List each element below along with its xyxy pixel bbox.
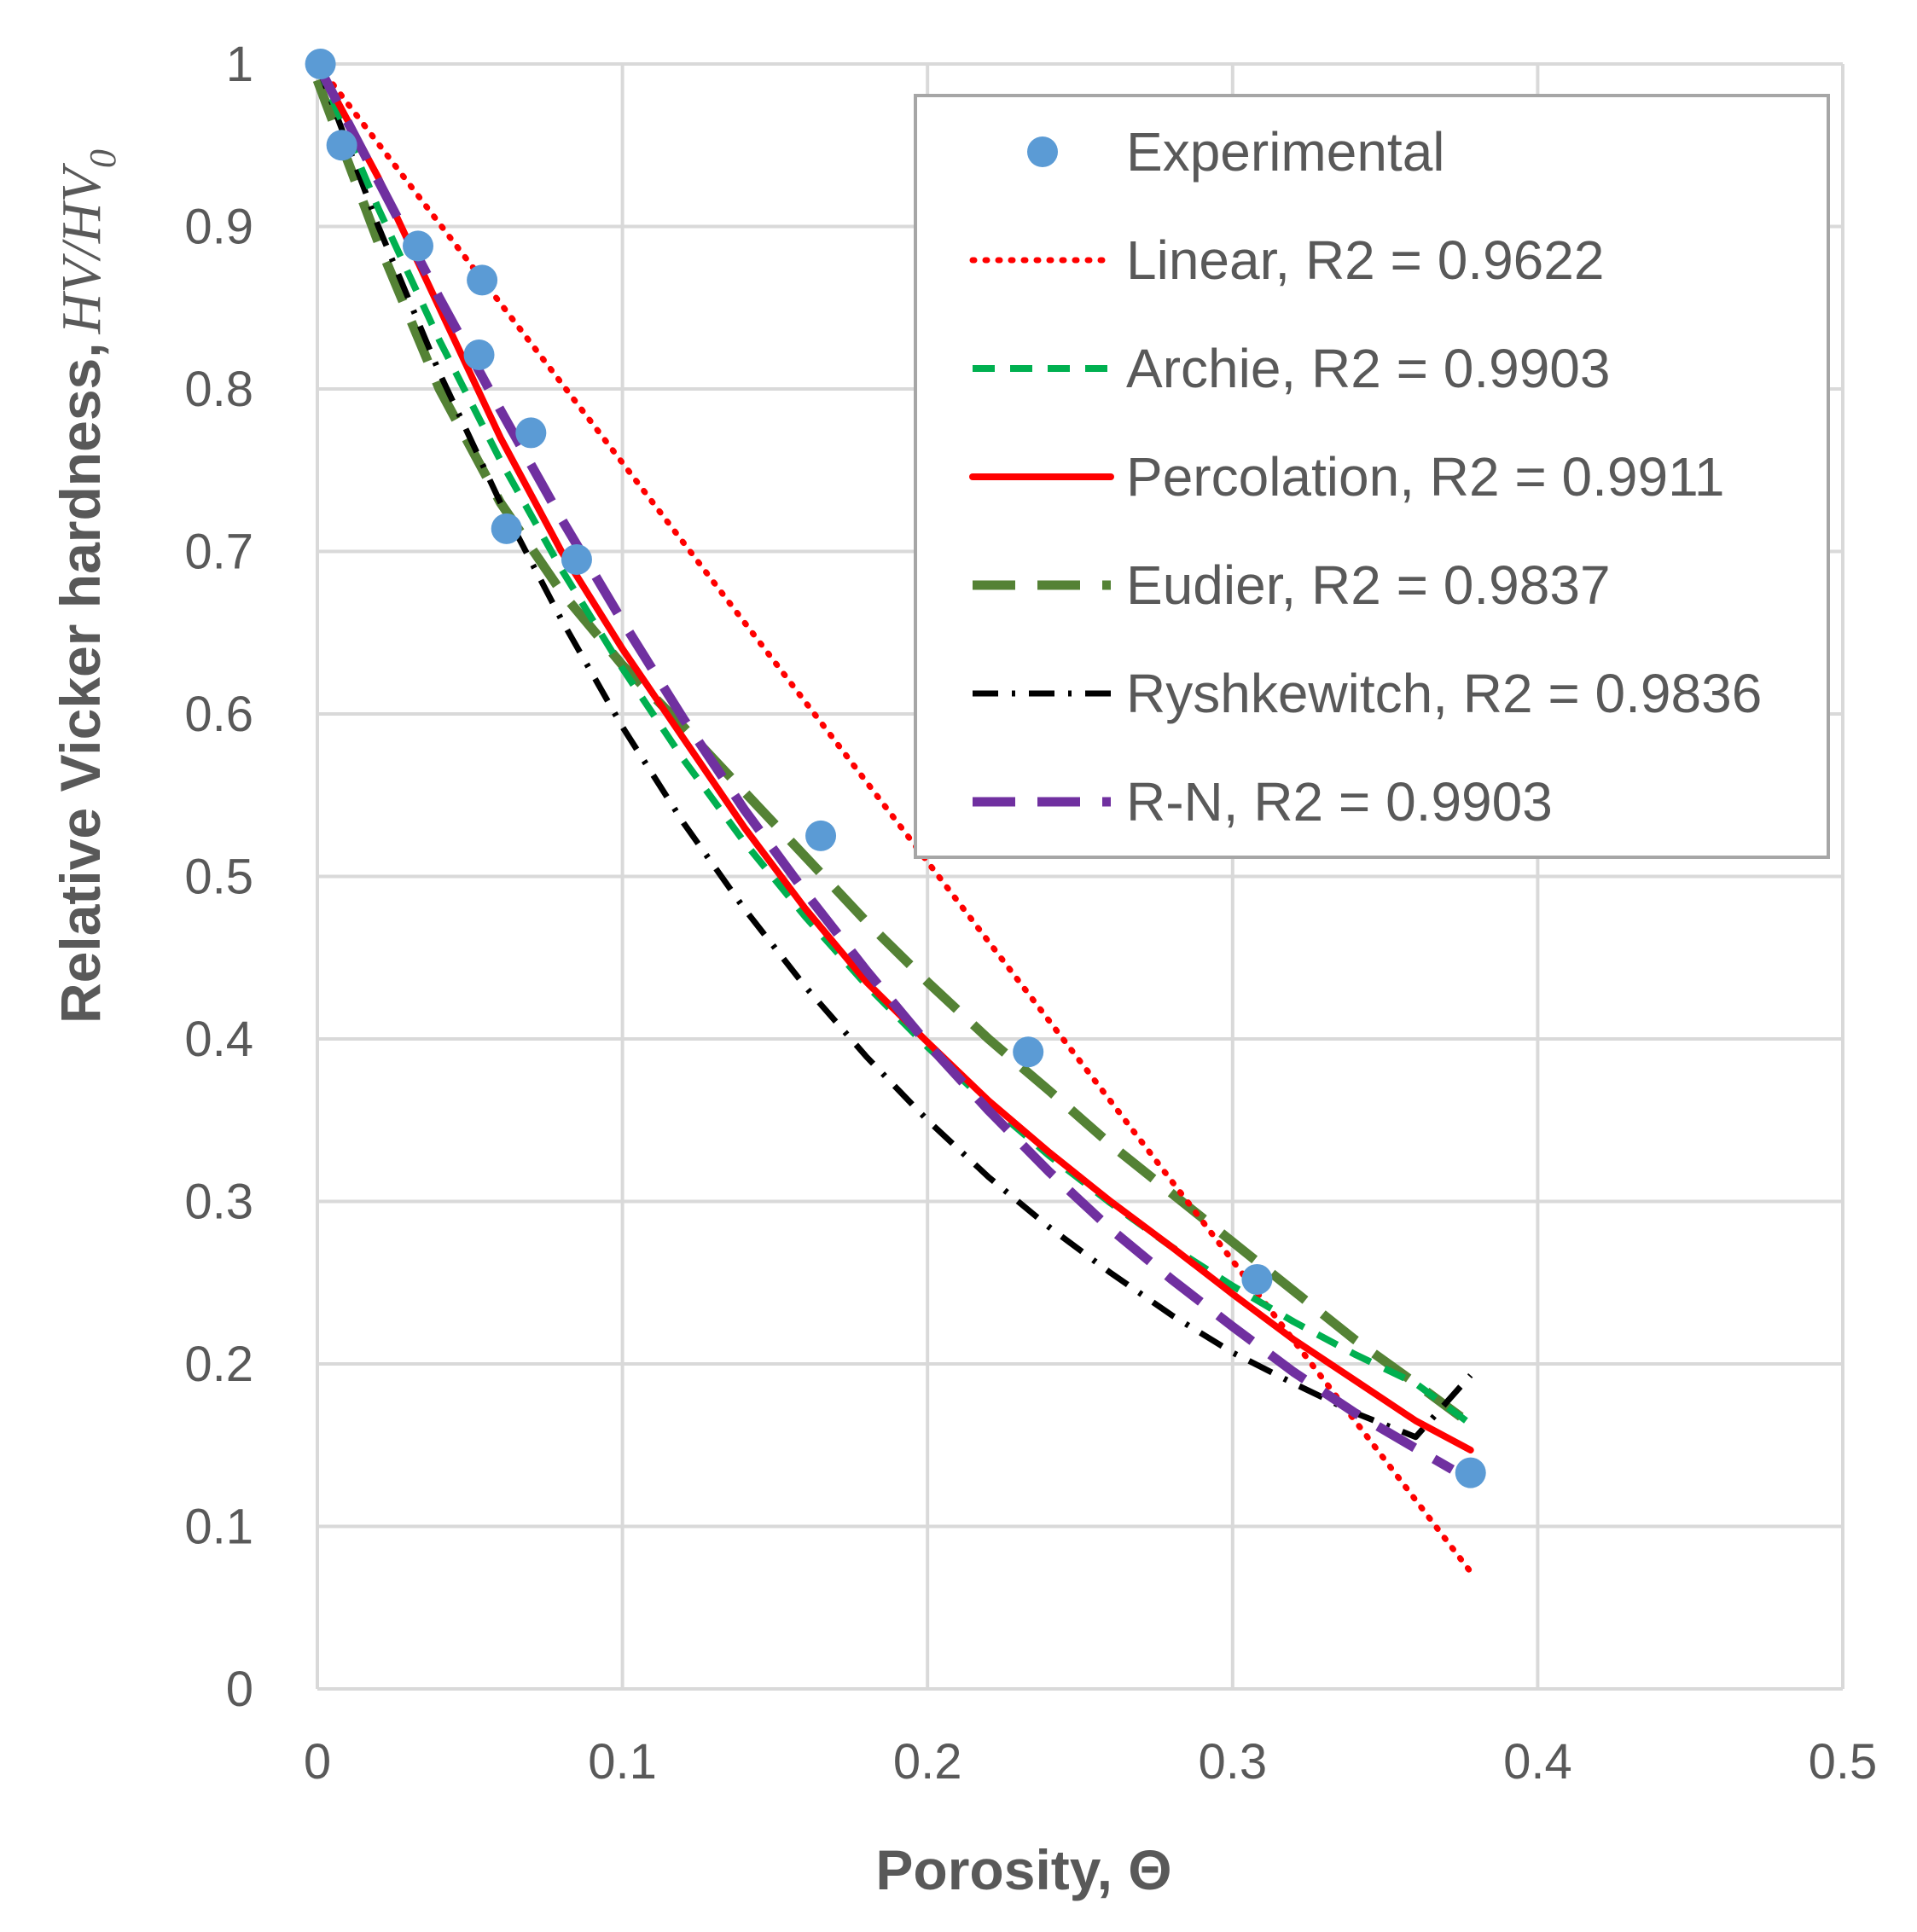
y-axis-title-math: HV/HV bbox=[50, 162, 113, 334]
data-point-experimental bbox=[326, 130, 357, 161]
y-tick-label: 0.1 bbox=[184, 1500, 253, 1555]
data-point-experimental bbox=[1013, 1036, 1044, 1068]
y-axis-title: Relative Vicker hardness, HV/HV0 bbox=[49, 149, 124, 1024]
legend-entry: R-N, R2 = 0.9903 bbox=[973, 771, 1553, 833]
y-tick-label: 0.3 bbox=[184, 1175, 253, 1230]
x-tick-label: 0.3 bbox=[1198, 1734, 1267, 1790]
series-line-ryshkewitch bbox=[314, 62, 1473, 1441]
legend-label: Experimental bbox=[1126, 121, 1445, 183]
series-line-linear bbox=[314, 61, 1474, 1575]
legend-label: Percolation, R2 = 0.9911 bbox=[1126, 446, 1725, 508]
series-line-r-n bbox=[313, 61, 1455, 1474]
x-tick-label: 0.2 bbox=[893, 1734, 962, 1790]
y-tick-label: 0.5 bbox=[184, 850, 253, 905]
x-tick-label: 0.5 bbox=[1809, 1734, 1878, 1790]
data-point-experimental bbox=[463, 339, 495, 370]
legend-marker-experimental bbox=[1027, 136, 1058, 167]
svg-text:Relative Vicker hardness,HV/HV: Relative Vicker hardness, HV/HV0 bbox=[49, 149, 124, 1024]
y-tick-label: 1 bbox=[226, 37, 253, 92]
data-point-experimental bbox=[515, 417, 547, 449]
y-tick-labels: 0 0.1 0.2 0.3 0.4 0.5 0.6 0.7 0.8 0.9 1 bbox=[184, 37, 253, 1717]
y-tick-label: 0 bbox=[226, 1662, 253, 1717]
legend-label: Ryshkewitch, R2 = 0.9836 bbox=[1126, 663, 1762, 724]
data-point-experimental bbox=[491, 513, 522, 544]
legend-entry: Percolation, R2 = 0.9911 bbox=[969, 446, 1725, 508]
x-tick-labels: 0 0.1 0.2 0.3 0.4 0.5 bbox=[304, 1734, 1877, 1790]
y-axis-title-subscript: 0 bbox=[82, 149, 124, 168]
legend-label: Archie, R2 = 0.9903 bbox=[1126, 338, 1610, 399]
legend-label: Linear, R2 = 0.9622 bbox=[1126, 229, 1604, 291]
data-point-experimental bbox=[467, 264, 498, 296]
x-tick-label: 0 bbox=[304, 1734, 331, 1790]
legend-label: R-N, R2 = 0.9903 bbox=[1126, 771, 1553, 833]
legend: Experimental Linear, R2 = 0.9622 Archie, R… bbox=[914, 94, 1830, 859]
legend-entry: Linear, R2 = 0.9622 bbox=[969, 229, 1604, 291]
x-axis-title: Porosity, Θ bbox=[875, 1838, 1171, 1901]
axes bbox=[316, 64, 1843, 1691]
legend-entry: Ryshkewitch, R2 = 0.9836 bbox=[973, 663, 1762, 724]
data-point-experimental bbox=[305, 49, 336, 79]
x-tick-label: 0.1 bbox=[588, 1734, 657, 1790]
y-tick-label: 0.7 bbox=[184, 525, 253, 580]
plot-area bbox=[305, 49, 1486, 1575]
data-point-experimental bbox=[403, 230, 434, 262]
y-tick-label: 0.8 bbox=[184, 362, 253, 417]
y-tick-label: 0.9 bbox=[184, 200, 253, 255]
data-point-experimental bbox=[561, 544, 592, 576]
x-tick-label: 0.4 bbox=[1503, 1734, 1572, 1790]
legend-entry: Archie, R2 = 0.9903 bbox=[973, 338, 1610, 399]
legend-entry: Eudier, R2 = 0.9837 bbox=[973, 554, 1611, 616]
y-axis-title-text: Relative Vicker hardness, bbox=[49, 342, 112, 1024]
legend-box bbox=[914, 94, 1830, 859]
data-point-experimental bbox=[1241, 1263, 1273, 1295]
data-point-experimental bbox=[805, 820, 837, 851]
legend-entry: Experimental bbox=[1027, 121, 1445, 183]
data-point-experimental bbox=[1455, 1457, 1486, 1488]
y-tick-label: 0.2 bbox=[184, 1337, 253, 1392]
y-tick-label: 0.6 bbox=[184, 687, 253, 742]
legend-label: Eudier, R2 = 0.9837 bbox=[1126, 554, 1611, 616]
series-line-archie bbox=[314, 62, 1473, 1427]
y-tick-label: 0.4 bbox=[184, 1012, 253, 1067]
